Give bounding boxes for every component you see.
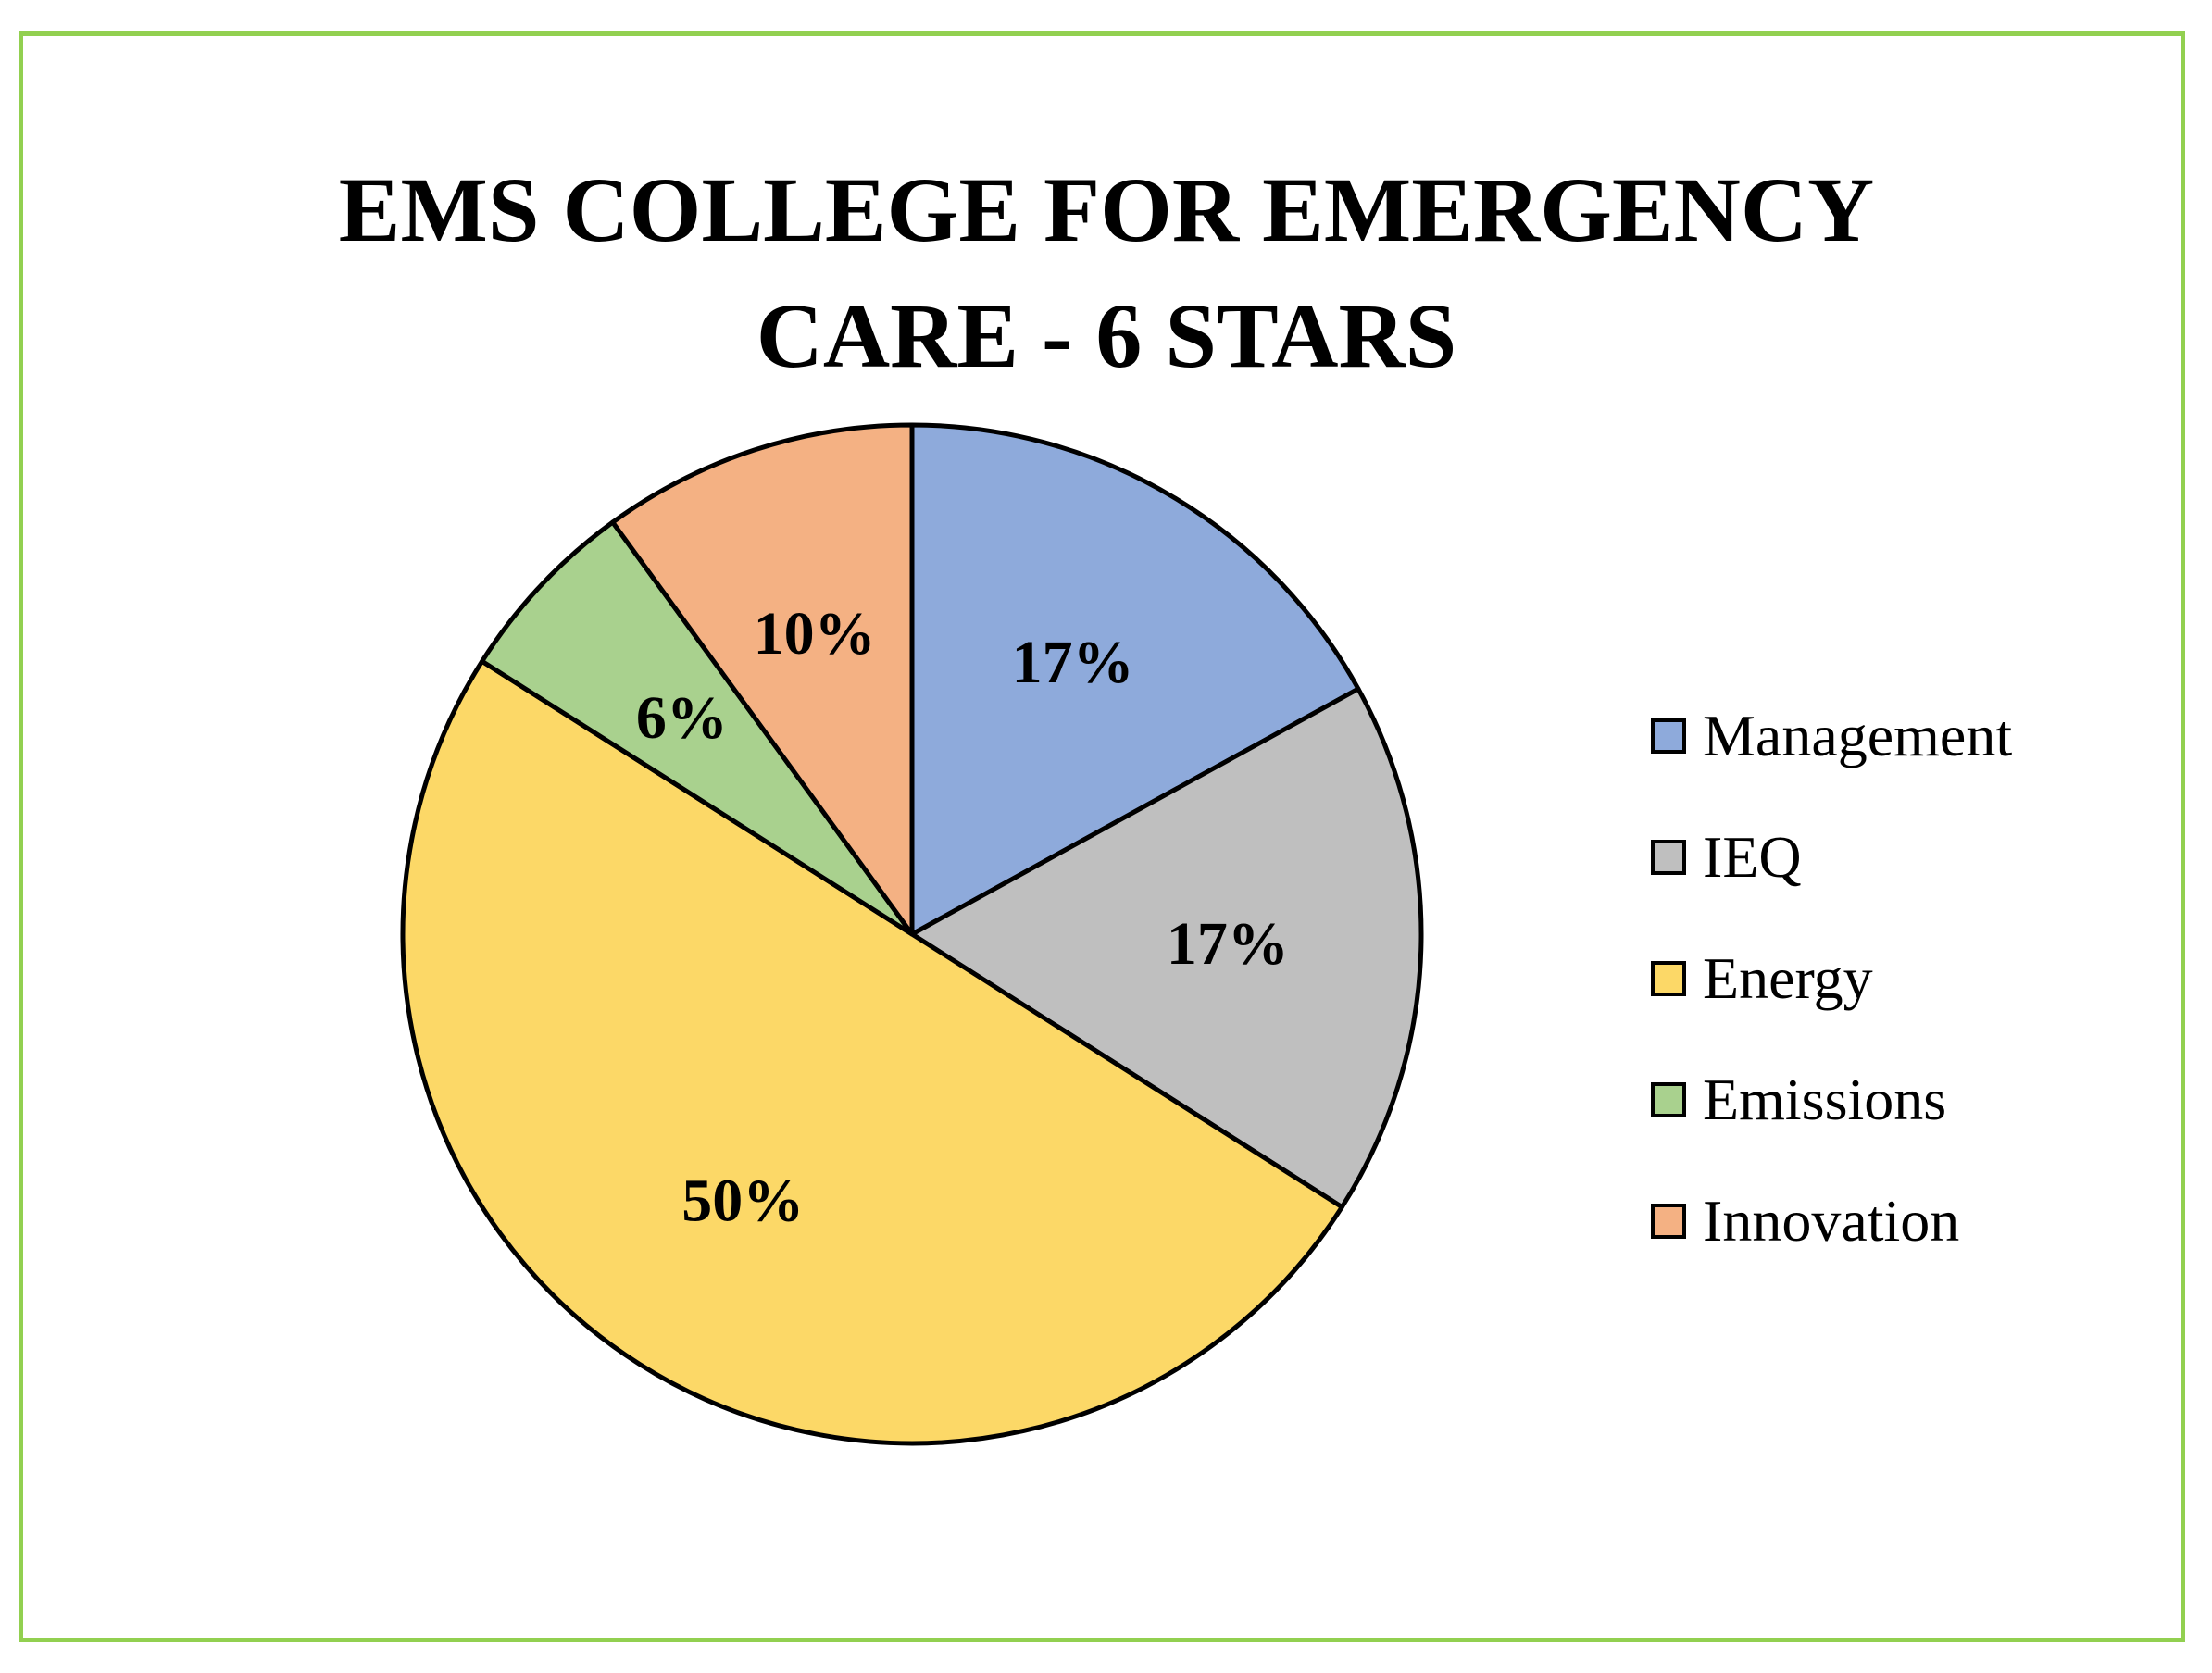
legend-label-innovation: Innovation [1703, 1187, 1960, 1254]
pie-chart: 17% 17% 50% 6% 10% [401, 422, 1424, 1445]
pie-slice-energy [401, 658, 1344, 1445]
pie-slice-ieq [909, 686, 1424, 1210]
legend-item-emissions: Emissions [1651, 1039, 2012, 1160]
legend-swatch-innovation [1651, 1203, 1686, 1239]
legend-item-energy: Energy [1651, 918, 2012, 1039]
legend-item-innovation: Innovation [1651, 1160, 2012, 1281]
chart-title: EMS COLLEGE FOR EMERGENCY CARE - 6 STARS [23, 147, 2190, 399]
legend-item-ieq: IEQ [1651, 796, 2012, 918]
chart-title-line-1: EMS COLLEGE FOR EMERGENCY [338, 158, 1875, 261]
chart-title-line-2: CARE - 6 STARS [756, 284, 1457, 387]
legend-swatch-emissions [1651, 1081, 1686, 1117]
legend-label-management: Management [1703, 702, 2013, 768]
legend-swatch-ieq [1651, 839, 1686, 875]
pie-slice-management [909, 422, 1361, 937]
pie-data-labels: 17% 17% 50% 6% 10% [636, 600, 1289, 1234]
legend-label-ieq: IEQ [1703, 823, 1802, 890]
chart-legend: Management IEQ Energy Emissions Innovati… [1651, 675, 2012, 1281]
legend-swatch-energy [1651, 960, 1686, 996]
pie-data-label-emissions: 6% [636, 684, 728, 752]
pie-data-label-innovation: 10% [754, 600, 876, 668]
legend-label-energy: Energy [1703, 944, 1873, 1011]
chart-frame: EMS COLLEGE FOR EMERGENCY CARE - 6 STARS… [19, 31, 2185, 1642]
pie-data-label-energy: 50% [681, 1167, 804, 1234]
pie-data-label-management: 17% [1012, 629, 1134, 696]
pie-slice-innovation [610, 422, 915, 937]
legend-label-emissions: Emissions [1703, 1066, 1947, 1132]
legend-item-management: Management [1651, 675, 2012, 796]
legend-swatch-management [1651, 718, 1686, 754]
pie-slices [401, 422, 1424, 1445]
pie-slice-emissions [480, 519, 915, 937]
pie-data-label-ieq: 17% [1167, 910, 1289, 978]
